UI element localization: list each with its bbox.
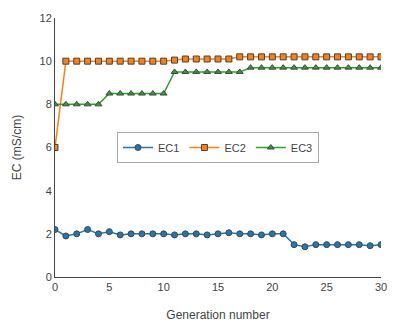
svg-text:15: 15: [212, 281, 224, 293]
svg-text:EC1: EC1: [158, 142, 179, 154]
svg-text:4: 4: [46, 185, 52, 197]
svg-text:25: 25: [321, 281, 333, 293]
svg-text:Generation number: Generation number: [166, 308, 269, 322]
svg-text:20: 20: [266, 281, 278, 293]
svg-text:0: 0: [46, 271, 52, 283]
svg-text:0: 0: [52, 281, 58, 293]
svg-text:10: 10: [40, 55, 52, 67]
svg-text:EC3: EC3: [291, 142, 312, 154]
svg-text:2: 2: [46, 228, 52, 240]
svg-text:8: 8: [46, 98, 52, 110]
svg-text:6: 6: [46, 141, 52, 153]
svg-text:30: 30: [375, 281, 387, 293]
svg-text:10: 10: [158, 281, 170, 293]
svg-text:EC2: EC2: [224, 142, 245, 154]
svg-text:5: 5: [106, 281, 112, 293]
svg-text:12: 12: [40, 12, 52, 24]
svg-text:EC (mS/cm): EC (mS/cm): [10, 115, 24, 180]
